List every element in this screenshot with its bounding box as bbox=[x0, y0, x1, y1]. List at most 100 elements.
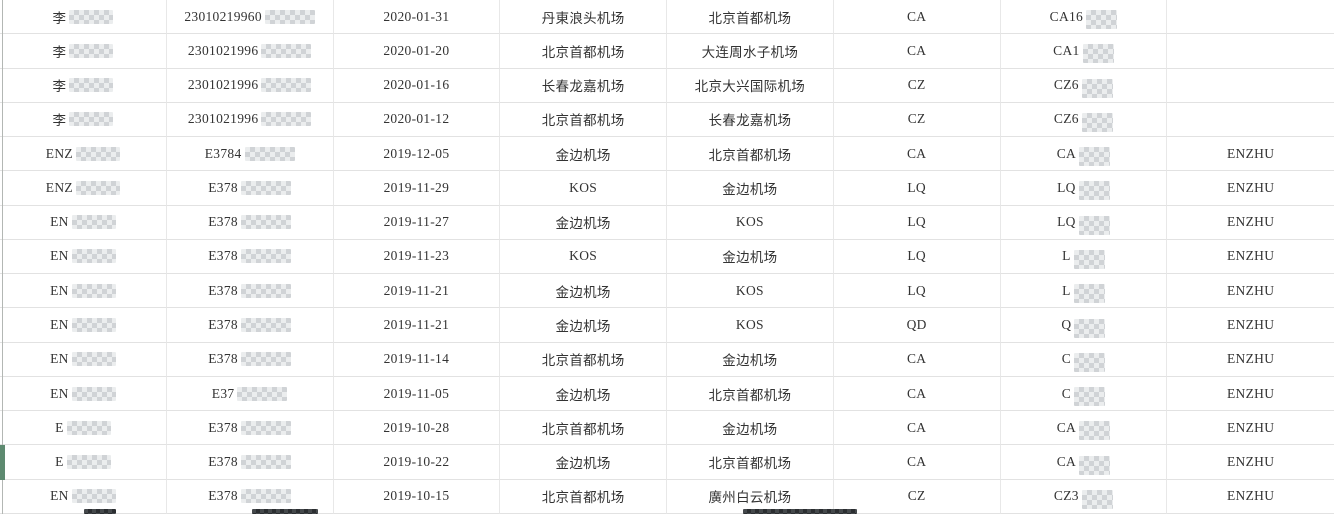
cell-airline[interactable]: CZ bbox=[833, 479, 1001, 514]
cell-airline[interactable]: CA bbox=[833, 376, 1001, 412]
cell-to[interactable]: 长春龙嘉机场 bbox=[667, 102, 834, 138]
cell-id_no[interactable]: E378 bbox=[166, 342, 334, 377]
cell-name[interactable]: EN bbox=[0, 308, 167, 343]
cell-id_no[interactable]: E378 bbox=[166, 479, 334, 514]
cell-name[interactable]: 李 bbox=[0, 34, 167, 69]
cell-id_no[interactable]: E378 bbox=[166, 239, 334, 275]
cell-id_no[interactable]: 2301021996 bbox=[166, 102, 334, 138]
cell-from[interactable]: 北京首都机场 bbox=[500, 411, 667, 446]
cell-from[interactable]: 丹東浪头机场 bbox=[500, 0, 667, 35]
cell-airline[interactable]: CZ bbox=[833, 102, 1001, 138]
cell-id_no[interactable]: E378 bbox=[166, 411, 334, 446]
cell-remark[interactable]: ENZHU bbox=[1167, 137, 1334, 172]
cell-flight_no[interactable]: L bbox=[1000, 239, 1168, 275]
cell-remark[interactable] bbox=[1167, 69, 1334, 103]
cell-name[interactable]: EN bbox=[0, 376, 167, 412]
cell-from[interactable]: KOS bbox=[500, 171, 667, 206]
cell-remark[interactable]: ENZHU bbox=[1167, 274, 1334, 309]
cell-airline[interactable]: CA bbox=[833, 0, 1001, 35]
cell-to[interactable]: KOS bbox=[667, 205, 834, 240]
cell-remark[interactable] bbox=[1167, 103, 1334, 138]
cell-flight_no[interactable]: CA bbox=[1000, 445, 1168, 480]
cell-date[interactable]: 2019-11-27 bbox=[333, 205, 501, 240]
cell-name[interactable]: ENZ bbox=[0, 171, 167, 206]
cell-to[interactable]: 北京首都机场 bbox=[667, 0, 834, 35]
cell-id_no[interactable]: E378 bbox=[166, 445, 334, 480]
cell-airline[interactable]: CZ bbox=[833, 68, 1001, 103]
cell-name[interactable]: EN bbox=[0, 239, 167, 275]
cell-from[interactable]: 金边机场 bbox=[500, 137, 667, 172]
cell-date[interactable]: 2020-01-31 bbox=[333, 0, 501, 35]
cell-id_no[interactable]: E378 bbox=[166, 205, 334, 240]
cell-to[interactable]: 北京大兴国际机场 bbox=[667, 68, 834, 103]
cell-from[interactable]: KOS bbox=[500, 239, 667, 275]
cell-id_no[interactable]: 23010219960 bbox=[166, 0, 334, 35]
cell-id_no[interactable]: 2301021996 bbox=[166, 68, 334, 103]
cell-id_no[interactable]: E3784 bbox=[166, 137, 334, 172]
cell-from[interactable]: 金边机场 bbox=[500, 445, 667, 480]
cell-remark[interactable]: ENZHU bbox=[1167, 308, 1334, 343]
cell-name[interactable]: 李 bbox=[0, 0, 167, 35]
cell-airline[interactable]: LQ bbox=[833, 171, 1001, 206]
cell-id_no[interactable]: E378 bbox=[166, 274, 334, 309]
cell-flight_no[interactable]: CA16 bbox=[1000, 0, 1168, 35]
cell-airline[interactable]: LQ bbox=[833, 239, 1001, 275]
cell-remark[interactable]: ENZHU bbox=[1167, 206, 1334, 240]
cell-remark[interactable]: ENZHU bbox=[1167, 171, 1334, 206]
cell-flight_no[interactable]: C bbox=[1000, 342, 1168, 377]
cell-remark[interactable]: ENZHU bbox=[1167, 377, 1334, 412]
cell-to[interactable]: 金边机场 bbox=[667, 411, 834, 446]
cell-airline[interactable]: CA bbox=[833, 342, 1001, 377]
cell-name[interactable]: ENZ bbox=[0, 137, 167, 172]
cell-to[interactable]: 北京首都机场 bbox=[667, 376, 834, 412]
cell-remark[interactable] bbox=[1167, 34, 1334, 69]
cell-to[interactable]: KOS bbox=[667, 274, 834, 309]
cell-flight_no[interactable]: CZ6 bbox=[1000, 102, 1168, 138]
cell-to[interactable]: 大连周水子机场 bbox=[667, 34, 834, 69]
cell-to[interactable]: 金边机场 bbox=[667, 239, 834, 275]
cell-from[interactable]: 金边机场 bbox=[500, 308, 667, 343]
cell-name[interactable]: E bbox=[0, 411, 167, 446]
cell-flight_no[interactable]: LQ bbox=[1000, 205, 1168, 240]
cell-name[interactable]: EN bbox=[0, 205, 167, 240]
cell-name[interactable]: 李 bbox=[0, 102, 167, 138]
cell-date[interactable]: 2019-11-05 bbox=[333, 376, 501, 412]
cell-to[interactable]: 北京首都机场 bbox=[667, 137, 834, 172]
cell-from[interactable]: 北京首都机场 bbox=[500, 102, 667, 138]
cell-remark[interactable]: ENZHU bbox=[1167, 343, 1334, 377]
cell-airline[interactable]: LQ bbox=[833, 274, 1001, 309]
cell-name[interactable]: 李 bbox=[0, 68, 167, 103]
cell-airline[interactable]: CA bbox=[833, 34, 1001, 69]
cell-id_no[interactable]: 2301021996 bbox=[166, 34, 334, 69]
cell-id_no[interactable]: E378 bbox=[166, 171, 334, 206]
cell-remark[interactable]: ENZHU bbox=[1167, 445, 1334, 480]
cell-date[interactable]: 2020-01-12 bbox=[333, 102, 501, 138]
cell-from[interactable]: 金边机场 bbox=[500, 205, 667, 240]
cell-date[interactable]: 2020-01-20 bbox=[333, 34, 501, 69]
cell-from[interactable]: 北京首都机场 bbox=[500, 34, 667, 69]
cell-remark[interactable] bbox=[1167, 0, 1334, 35]
cell-date[interactable]: 2019-12-05 bbox=[333, 137, 501, 172]
cell-flight_no[interactable]: CZ3 bbox=[1000, 479, 1168, 514]
cell-to[interactable]: 金边机场 bbox=[667, 171, 834, 206]
cell-flight_no[interactable]: L bbox=[1000, 274, 1168, 309]
cell-date[interactable]: 2019-11-23 bbox=[333, 239, 501, 275]
cell-from[interactable]: 金边机场 bbox=[500, 376, 667, 412]
cell-flight_no[interactable]: CZ6 bbox=[1000, 68, 1168, 103]
cell-date[interactable]: 2019-10-22 bbox=[333, 445, 501, 480]
cell-flight_no[interactable]: CA bbox=[1000, 137, 1168, 172]
cell-flight_no[interactable]: Q bbox=[1000, 308, 1168, 343]
cell-to[interactable]: 金边机场 bbox=[667, 342, 834, 377]
cell-remark[interactable]: ENZHU bbox=[1167, 411, 1334, 446]
cell-from[interactable]: 长春龙嘉机场 bbox=[500, 68, 667, 103]
cell-airline[interactable]: CA bbox=[833, 445, 1001, 480]
cell-to[interactable]: KOS bbox=[667, 308, 834, 343]
cell-name[interactable]: EN bbox=[0, 274, 167, 309]
cell-airline[interactable]: CA bbox=[833, 137, 1001, 172]
cell-flight_no[interactable]: LQ bbox=[1000, 171, 1168, 206]
cell-name[interactable]: EN bbox=[0, 479, 167, 514]
cell-date[interactable]: 2019-11-14 bbox=[333, 342, 501, 377]
cell-flight_no[interactable]: C bbox=[1000, 376, 1168, 412]
cell-date[interactable]: 2019-11-21 bbox=[333, 308, 501, 343]
cell-id_no[interactable]: E378 bbox=[166, 308, 334, 343]
